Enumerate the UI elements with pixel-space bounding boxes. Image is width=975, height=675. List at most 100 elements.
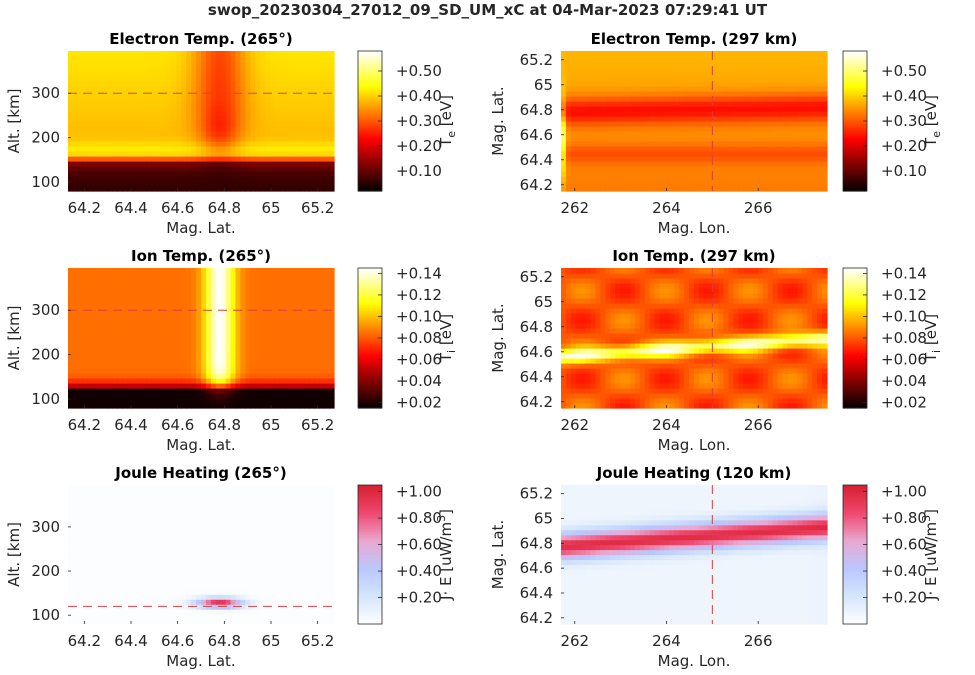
heatmap-cell [92, 368, 99, 374]
heatmap-cell [777, 176, 784, 182]
heatmap-cell [822, 141, 828, 147]
heatmap-cell [210, 338, 217, 344]
heatmap-cell [674, 126, 680, 132]
heatmap-cell [127, 378, 133, 384]
heatmap-cell [201, 333, 207, 339]
heatmap-cell [186, 303, 192, 309]
heatmap-cell [260, 268, 266, 274]
heatmap-cell [171, 278, 177, 284]
heatmap-cell [575, 76, 582, 82]
heatmap-cell [265, 66, 271, 72]
heatmap-cell [274, 298, 281, 304]
heatmap-cell [127, 161, 133, 167]
heatmap-cell [792, 161, 799, 167]
heatmap-cell [753, 141, 759, 147]
heatmap-cell [235, 91, 242, 97]
heatmap-cell [299, 111, 306, 117]
heatmap-cell [708, 131, 715, 137]
heatmap-cell [112, 383, 118, 389]
heatmap-cell [220, 328, 227, 334]
colorbar-swatch [358, 388, 382, 391]
heatmap-cell [245, 383, 251, 389]
heatmap-cell [570, 166, 577, 172]
heatmap-cell [585, 116, 592, 122]
heatmap-cell [309, 176, 315, 182]
heatmap-cell [289, 176, 296, 182]
heatmap-cell [279, 393, 286, 399]
heatmap-cell [787, 176, 794, 182]
heatmap-cell [97, 273, 104, 279]
heatmap-cell [77, 358, 84, 364]
heatmap-cell [575, 141, 582, 147]
heatmap-cell [146, 61, 153, 67]
heatmap-cell [797, 96, 803, 102]
heatmap-cell [777, 86, 784, 92]
heatmap-cell [151, 71, 158, 77]
heatmap-cell [136, 61, 143, 67]
heatmap-cell [151, 136, 158, 142]
heatmap-cell [600, 81, 606, 87]
heatmap-cell [782, 141, 789, 147]
heatmap-cell [181, 116, 187, 122]
heatmap-cell [92, 176, 99, 182]
heatmap-cell [797, 156, 803, 162]
heatmap-cell [77, 56, 84, 62]
heatmap-cell [166, 333, 173, 339]
heatmap-cell [694, 126, 700, 132]
heatmap-cell [274, 96, 281, 102]
heatmap-cell [703, 121, 710, 127]
heatmap-cell [127, 116, 133, 122]
heatmap-cell [132, 111, 138, 117]
colorbar-swatch [358, 141, 382, 144]
heatmap-cell [284, 313, 291, 319]
heatmap-cell [289, 393, 296, 399]
heatmap-cell [72, 116, 79, 122]
heatmap-cell [265, 76, 271, 82]
heatmap-cell [664, 121, 670, 127]
heatmap-cell [610, 146, 616, 152]
heatmap-cell [703, 61, 710, 67]
heatmap-cell [230, 308, 237, 314]
heatmap-cell [689, 106, 695, 112]
heatmap-cell [649, 161, 656, 167]
heatmap-cell [245, 61, 251, 67]
heatmap-cell [151, 131, 158, 137]
heatmap-cell [77, 151, 84, 157]
heatmap-cell [260, 161, 266, 167]
heatmap-cell [634, 96, 641, 102]
heatmap-cell [181, 293, 187, 299]
heatmap-cell [590, 91, 597, 97]
heatmap-cell [127, 81, 133, 87]
heatmap-cell [279, 126, 286, 132]
heatmap-cell [753, 106, 759, 112]
heatmap-cell [102, 81, 109, 87]
heatmap-cell [802, 106, 808, 112]
heatmap-cell [92, 136, 99, 142]
heatmap-cell [644, 91, 651, 97]
heatmap-cell [72, 358, 79, 364]
heatmap-cell [299, 308, 306, 314]
heatmap-cell [329, 66, 335, 72]
heatmap-cell [122, 403, 128, 409]
heatmap-cell [605, 76, 611, 82]
colorbar-swatch [358, 372, 382, 375]
heatmap-cell [669, 66, 675, 72]
heatmap-cell [659, 121, 666, 127]
heatmap-cell [590, 131, 597, 137]
heatmap-cell [615, 51, 621, 57]
heatmap-cell [245, 268, 251, 274]
heatmap-cell [703, 156, 710, 162]
heatmap-cell [269, 131, 276, 137]
heatmap-cell [181, 278, 187, 284]
heatmap-cell [191, 313, 197, 319]
heatmap-cell [161, 166, 168, 172]
heatmap-cell [245, 348, 251, 354]
heatmap-cell [176, 151, 182, 157]
heatmap-cell [639, 76, 646, 82]
heatmap-cell [82, 101, 89, 107]
heatmap-cell [210, 61, 217, 67]
heatmap-cell [753, 171, 759, 177]
heatmap-cell [136, 313, 143, 319]
heatmap-cell [205, 91, 212, 97]
heatmap-cell [82, 81, 89, 87]
